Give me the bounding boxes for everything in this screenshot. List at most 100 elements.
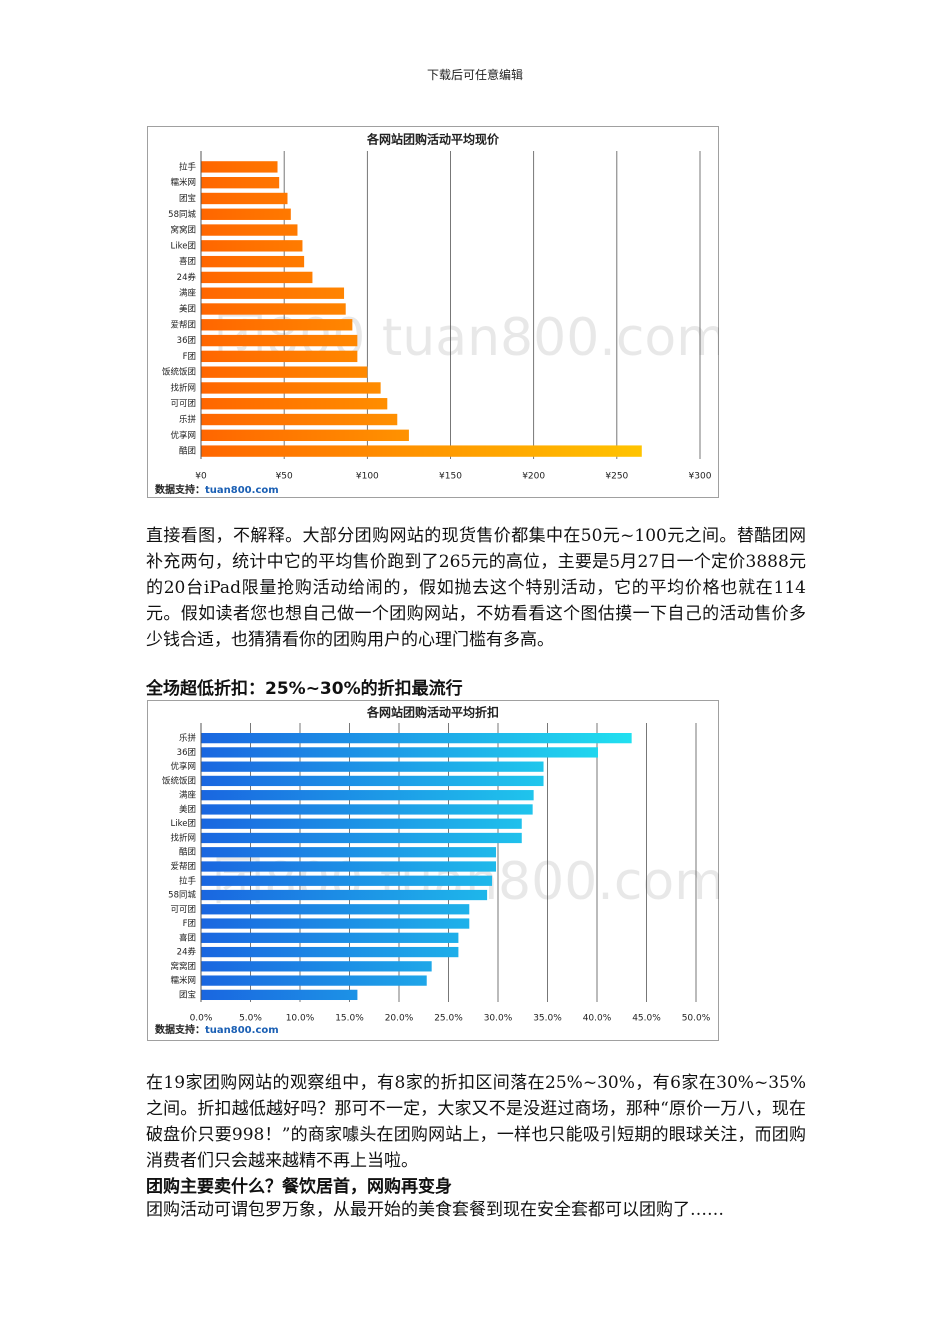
bar xyxy=(201,398,388,410)
credit-label: 数据支持： xyxy=(155,1023,205,1036)
x-tick-label: ¥150 xyxy=(439,472,462,482)
bar xyxy=(201,208,291,220)
bar xyxy=(201,445,642,457)
y-tick-label: 美团 xyxy=(179,804,196,815)
y-tick-label: 喜团 xyxy=(179,932,196,943)
y-tick-label: 拉手 xyxy=(179,875,197,886)
y-tick-label: 糯米网 xyxy=(170,177,196,188)
y-tick-label: 喜团 xyxy=(179,256,196,267)
bar xyxy=(201,904,470,915)
y-tick-label: 美团 xyxy=(179,304,196,315)
bar xyxy=(201,334,358,347)
bar xyxy=(201,875,493,886)
y-tick-label: 58同城 xyxy=(168,210,196,220)
x-tick-label: 10.0% xyxy=(286,1014,315,1024)
y-tick-label: 24券 xyxy=(177,947,197,958)
bar xyxy=(201,747,598,758)
bar xyxy=(201,832,522,844)
y-tick-label: 找折网 xyxy=(170,382,196,393)
bar xyxy=(201,975,427,986)
y-tick-label: 优享网 xyxy=(170,761,196,772)
y-tick-label: F团 xyxy=(183,352,196,362)
bar xyxy=(201,889,488,901)
heading: 团购主要卖什么？餐饮居首，网购再变身 xyxy=(146,1177,452,1197)
bar xyxy=(201,761,544,772)
y-tick-label: 优享网 xyxy=(170,430,196,441)
y-tick-label: 窝窝团 xyxy=(170,961,196,972)
bar xyxy=(201,932,459,943)
bar xyxy=(201,271,313,284)
x-tick-label: 25.0% xyxy=(434,1014,463,1024)
y-tick-label: 爱帮团 xyxy=(170,861,196,872)
y-tick-label: 58同城 xyxy=(168,891,196,901)
y-tick-label: 36团 xyxy=(177,748,196,758)
y-tick-label: 乐拼 xyxy=(179,414,197,425)
bar xyxy=(201,818,522,829)
y-tick-label: 满座 xyxy=(179,288,197,299)
bar xyxy=(201,161,278,173)
paragraph: 在19家团购网站的观察组中，有8家的折扣区间落在25%~30%，有6家在30%~… xyxy=(146,1073,806,1171)
x-tick-label: ¥300 xyxy=(689,472,712,482)
bar xyxy=(201,287,345,299)
y-tick-label: 饭统饭团 xyxy=(162,775,196,786)
x-tick-label: 5.0% xyxy=(239,1014,262,1024)
bar xyxy=(201,177,280,189)
bar xyxy=(201,255,305,268)
bar xyxy=(201,382,381,394)
y-tick-label: 团宝 xyxy=(179,193,196,204)
x-tick-label: 45.0% xyxy=(632,1014,661,1024)
credit-site: tuan800.com xyxy=(205,485,279,496)
chart-title: 各网站团购活动平均折扣 xyxy=(366,705,499,720)
bar xyxy=(201,918,470,929)
y-tick-label: 酷团 xyxy=(179,446,196,457)
x-tick-label: 40.0% xyxy=(583,1014,612,1024)
y-tick-label: Like团 xyxy=(171,819,196,829)
y-tick-label: 酷团 xyxy=(179,847,196,858)
x-tick-label: 0.0% xyxy=(190,1014,213,1024)
x-tick-label: ¥250 xyxy=(605,472,628,482)
paragraph: 直接看图，不解释。大部分团购网站的现货售价都集中在50元~100元之间。替酷团网… xyxy=(146,526,806,650)
bar xyxy=(201,192,288,205)
y-tick-label: 窝窝团 xyxy=(170,225,196,236)
y-tick-label: 36团 xyxy=(177,336,196,346)
x-tick-label: 20.0% xyxy=(385,1014,414,1024)
x-tick-label: ¥200 xyxy=(522,472,545,482)
y-tick-label: 24券 xyxy=(177,272,197,283)
page-header: 下载后可任意编辑 xyxy=(426,68,523,82)
credit-site: tuan800.com xyxy=(205,1025,279,1036)
y-tick-label: 满座 xyxy=(179,790,197,801)
bar xyxy=(201,319,353,331)
y-tick-label: 饭统饭团 xyxy=(162,367,196,378)
y-tick-label: 乐拼 xyxy=(179,733,197,744)
y-tick-label: F团 xyxy=(183,919,196,929)
bar xyxy=(201,961,432,972)
y-tick-label: 爱帮团 xyxy=(170,319,196,330)
bar xyxy=(201,790,534,801)
y-tick-label: 可可团 xyxy=(170,905,196,915)
x-tick-label: ¥0 xyxy=(195,472,207,482)
bar xyxy=(201,946,459,958)
x-tick-label: 30.0% xyxy=(484,1014,513,1024)
x-tick-label: 35.0% xyxy=(533,1014,562,1024)
bar xyxy=(201,240,303,252)
bar xyxy=(201,350,358,363)
y-tick-label: 团宝 xyxy=(179,989,196,1000)
y-tick-label: Like团 xyxy=(171,241,196,251)
bar xyxy=(201,861,497,872)
bar xyxy=(201,366,368,378)
bar xyxy=(201,429,409,441)
heading: 全场超低折扣：25%~30%的折扣最流行 xyxy=(146,679,463,699)
y-tick-label: 糯米网 xyxy=(170,975,196,986)
paragraph: 团购活动可谓包罗万象，从最开始的美食套餐到现在安全套都可以团购了…… xyxy=(146,1200,724,1220)
bar xyxy=(201,224,298,236)
y-tick-label: 拉手 xyxy=(179,161,197,172)
bar xyxy=(201,847,497,858)
x-tick-label: 50.0% xyxy=(682,1014,711,1024)
x-tick-label: ¥100 xyxy=(356,472,379,482)
bar xyxy=(201,804,533,815)
bar xyxy=(201,303,346,315)
bar xyxy=(201,775,544,787)
bar xyxy=(201,989,358,1001)
